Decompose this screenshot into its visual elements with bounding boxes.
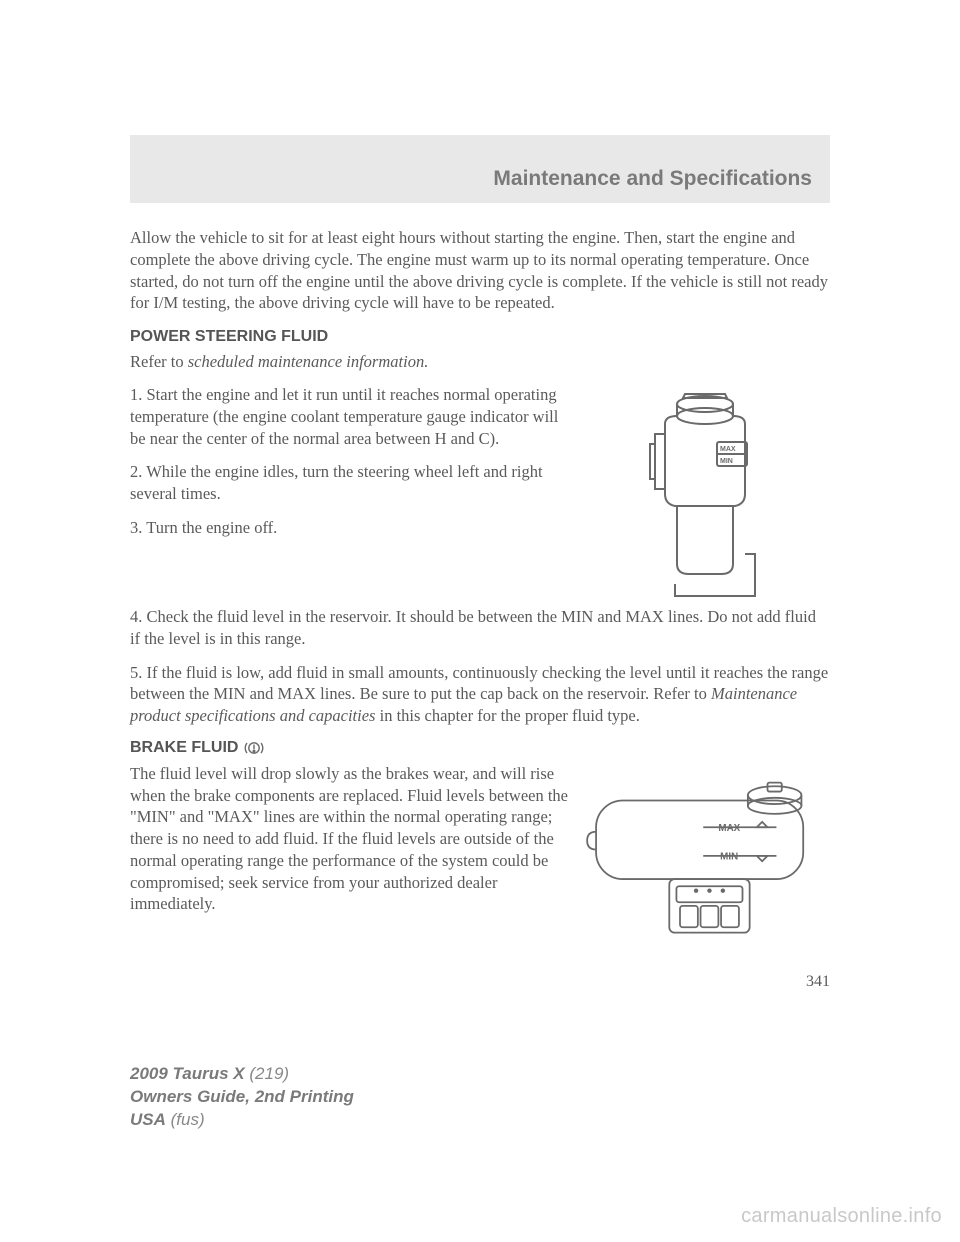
brake-heading-row: BRAKE FLUID [130,739,830,757]
section-header-bar: Maintenance and Specifications [130,135,830,203]
brake-float-section: The fluid level will drop slowly as the … [130,763,830,963]
ps-text-column: 1. Start the engine and let it run until… [130,384,570,604]
ps-float-section: 1. Start the engine and let it run until… [130,384,830,604]
refer-italic: scheduled maintenance information. [188,352,429,371]
footer-region-code: (fus) [166,1110,205,1129]
footer-code: (219) [245,1064,289,1083]
ps-step5-c: in this chapter for the proper fluid typ… [375,706,639,725]
brake-text-column: The fluid level will drop slowly as the … [130,763,570,963]
brake-paragraph: The fluid level will drop slowly as the … [130,763,570,915]
brake-min-label: MIN [720,851,738,862]
page-number: 341 [130,973,830,991]
refer-prefix: Refer to [130,352,188,371]
refer-line: Refer to scheduled maintenance informati… [130,352,830,372]
brake-warning-icon [244,740,264,756]
ps-max-label: MAX [720,446,736,453]
footer-line-2: Owners Guide, 2nd Printing [130,1086,354,1109]
power-steering-heading: POWER STEERING FLUID [130,328,830,346]
footer-model: 2009 Taurus X [130,1064,245,1083]
footer-region: USA [130,1110,166,1129]
brake-reservoir-svg: MAX MIN [580,763,830,963]
ps-step-4: 4. Check the fluid level in the reservoi… [130,606,830,650]
brake-max-label: MAX [718,823,740,834]
brake-heading: BRAKE FLUID [130,739,238,757]
page-content: Maintenance and Specifications Allow the… [0,0,960,991]
ps-step-5: 5. If the fluid is low, add fluid in sma… [130,662,830,727]
brake-reservoir-diagram: MAX MIN [580,763,830,963]
ps-reservoir-diagram: MAX MIN [580,384,830,604]
footer-block: 2009 Taurus X (219) Owners Guide, 2nd Pr… [130,1063,354,1132]
footer-line-3: USA (fus) [130,1109,354,1132]
footer-line-1: 2009 Taurus X (219) [130,1063,354,1086]
ps-step-2: 2. While the engine idles, turn the stee… [130,461,570,505]
ps-reservoir-svg: MAX MIN [605,384,805,604]
section-header-title: Maintenance and Specifications [493,167,812,191]
ps-min-label: MIN [720,458,733,465]
ps-step-1: 1. Start the engine and let it run until… [130,384,570,449]
watermark: carmanualsonline.info [741,1205,942,1228]
intro-paragraph: Allow the vehicle to sit for at least ei… [130,227,830,314]
ps-step-3: 3. Turn the engine off. [130,517,570,539]
